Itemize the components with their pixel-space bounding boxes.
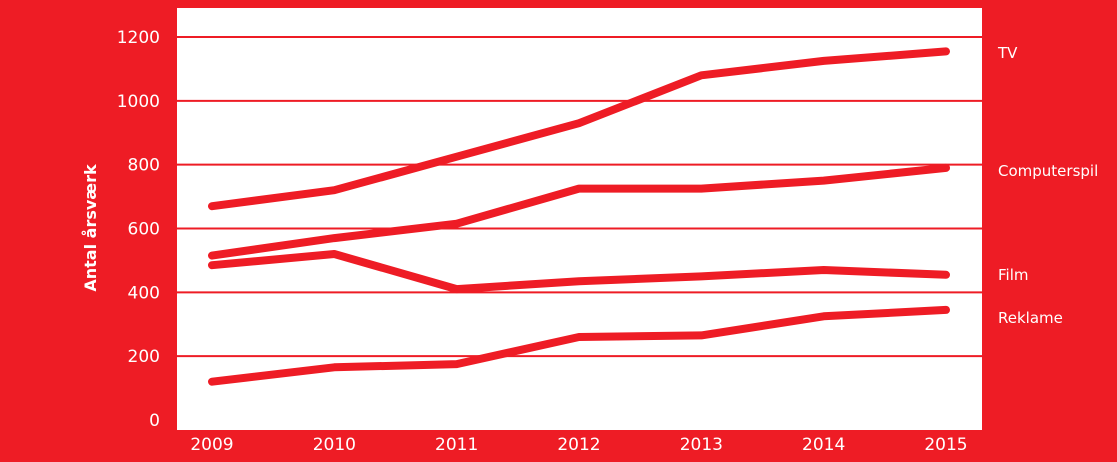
y-tick-label-1200: 1200 xyxy=(117,28,160,48)
series-line-tv xyxy=(208,47,950,211)
series-labels: TV Computerspil Film Reklame xyxy=(997,44,1098,327)
series-label-reklame: Reklame xyxy=(998,309,1063,327)
series-label-computerspil: Computerspil xyxy=(998,162,1098,180)
y-tick-label-0: 0 xyxy=(149,411,160,431)
gridlines xyxy=(177,36,982,358)
series-lines xyxy=(208,47,950,386)
plot-area xyxy=(177,8,982,430)
x-tick-label-2011: 2011 xyxy=(435,435,478,455)
y-axis-tick-labels: 0 200 400 600 800 1000 1200 xyxy=(117,28,160,431)
y-axis-label: Antal årsværk xyxy=(81,164,100,292)
x-axis-tick-labels: 2009 2010 2011 2012 2013 2014 2015 xyxy=(190,435,967,455)
x-tick-label-2010: 2010 xyxy=(313,435,356,455)
x-tick-label-2009: 2009 xyxy=(190,435,233,455)
series-line-computerspil xyxy=(208,163,950,260)
x-tick-label-2013: 2013 xyxy=(680,435,723,455)
series-line-reklame xyxy=(208,305,950,386)
y-tick-label-200: 200 xyxy=(128,347,160,367)
series-line-film xyxy=(208,250,950,294)
x-tick-label-2015: 2015 xyxy=(924,435,967,455)
y-tick-label-1000: 1000 xyxy=(117,92,160,112)
series-label-film: Film xyxy=(998,266,1028,284)
x-tick-label-2012: 2012 xyxy=(557,435,600,455)
y-tick-label-600: 600 xyxy=(128,220,160,240)
y-tick-label-400: 400 xyxy=(128,283,160,303)
series-label-tv: TV xyxy=(997,44,1018,62)
y-tick-label-800: 800 xyxy=(128,156,160,176)
x-tick-label-2014: 2014 xyxy=(802,435,845,455)
